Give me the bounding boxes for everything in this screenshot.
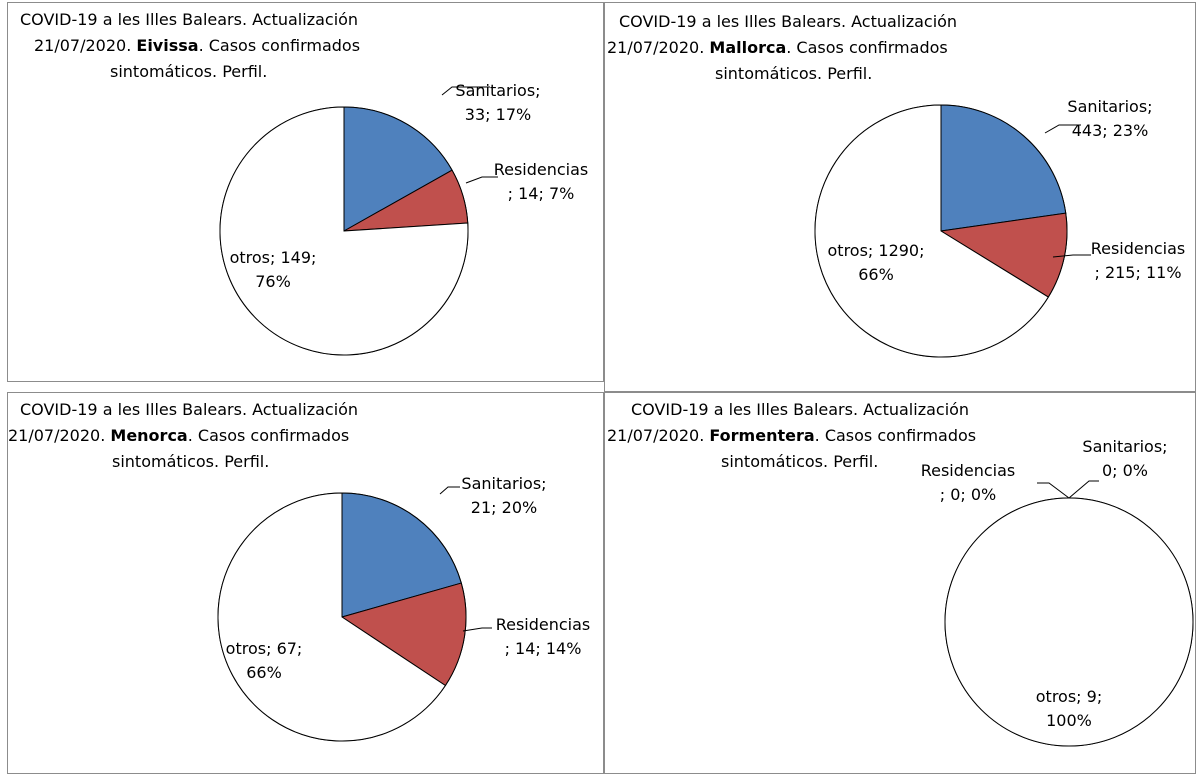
leader-line [462, 627, 492, 632]
leader-line [1037, 482, 1070, 499]
chart-title: COVID-19 a les Illes Balears. Actualizac… [8, 397, 408, 475]
pie-slice-sanitarios [343, 106, 453, 232]
chart-title: COVID-19 a les Illes Balears. Actualizac… [8, 7, 408, 85]
title-line-1: COVID-19 a les Illes Balears. Actualizac… [20, 400, 359, 419]
title-line-1: COVID-19 a les Illes Balears. Actualizac… [20, 10, 359, 29]
title-date: 21/07/2020. [607, 426, 710, 445]
title-island: Eivissa [136, 36, 199, 55]
label-sanitarios: Sanitarios; 443; 23% [1067, 97, 1153, 140]
leader-line [439, 486, 460, 495]
title-date: 21/07/2020. [8, 426, 111, 445]
title-line-1: COVID-19 a les Illes Balears. Actualizac… [619, 12, 958, 31]
title-line-3: sintomáticos. Perfil. [721, 452, 879, 471]
title-line-3: sintomáticos. Perfil. [715, 64, 873, 83]
title-line-1: COVID-19 a les Illes Balears. Actualizac… [631, 400, 970, 419]
leader-line [465, 176, 498, 184]
label-sanitarios: Sanitarios; 21; 20% [461, 474, 547, 517]
chart-panel-eivissa: COVID-19 a les Illes Balears. Actualizac… [7, 2, 604, 382]
title-rest: . Casos confirmados [786, 38, 948, 57]
leader-line [441, 86, 490, 96]
chart-panel-formentera: COVID-19 a les Illes Balears. Actualizac… [604, 392, 1196, 774]
pie-slice-sanitarios [341, 492, 462, 618]
chart-title: COVID-19 a les Illes Balears. Actualizac… [605, 397, 1005, 475]
pie-slice-otros [217, 492, 447, 742]
leader-line [1052, 254, 1091, 258]
title-rest: . Casos confirmados [198, 36, 361, 55]
label-otros: otros; 67; 66% [225, 639, 303, 682]
pie-chart [219, 86, 498, 356]
title-island: Mallorca [709, 38, 787, 57]
title-line-3: sintomáticos. Perfil. [110, 62, 268, 81]
title-date: 21/07/2020. [34, 36, 137, 55]
pie-slice-sanitarios [940, 104, 1067, 232]
title-island: Formentera [709, 426, 815, 445]
title-island: Menorca [110, 426, 188, 445]
title-date: 21/07/2020. [607, 38, 710, 57]
label-residencias: Residencias; 0; 0% [920, 461, 1016, 504]
pie-slice-otros [219, 106, 469, 356]
title-rest: . Casos confirmados [814, 426, 977, 445]
label-residencias: Residencias; 14; 14% [495, 615, 591, 658]
label-otros: otros; 9; 100% [1035, 687, 1103, 730]
title-rest: . Casos confirmados [187, 426, 350, 445]
pie-chart [944, 480, 1194, 747]
title-line-3: sintomáticos. Perfil. [112, 452, 270, 471]
leader-line [1044, 124, 1081, 134]
pie-slice-otros [814, 104, 1050, 358]
pie-chart [217, 486, 492, 742]
label-otros: otros; 1290; 66% [827, 241, 925, 284]
chart-title: COVID-19 a les Illes Balears. Actualizac… [605, 9, 1005, 87]
chart-panel-menorca: COVID-19 a les Illes Balears. Actualizac… [7, 392, 604, 774]
pie-slice-residencias [340, 582, 467, 687]
label-sanitarios: Sanitarios; 0; 0% [1082, 437, 1168, 480]
label-residencias: Residencias; 14; 7% [493, 160, 589, 203]
leader-line [1068, 480, 1099, 499]
label-sanitarios: Sanitarios; 33; 17% [455, 81, 541, 124]
label-otros: otros; 149; 76% [229, 248, 317, 291]
pie-chart [814, 104, 1091, 358]
chart-panel-mallorca: COVID-19 a les Illes Balears. Actualizac… [604, 2, 1196, 392]
pie-slice-residencias [939, 212, 1068, 298]
label-residencias: Residencias; 215; 11% [1090, 239, 1186, 282]
